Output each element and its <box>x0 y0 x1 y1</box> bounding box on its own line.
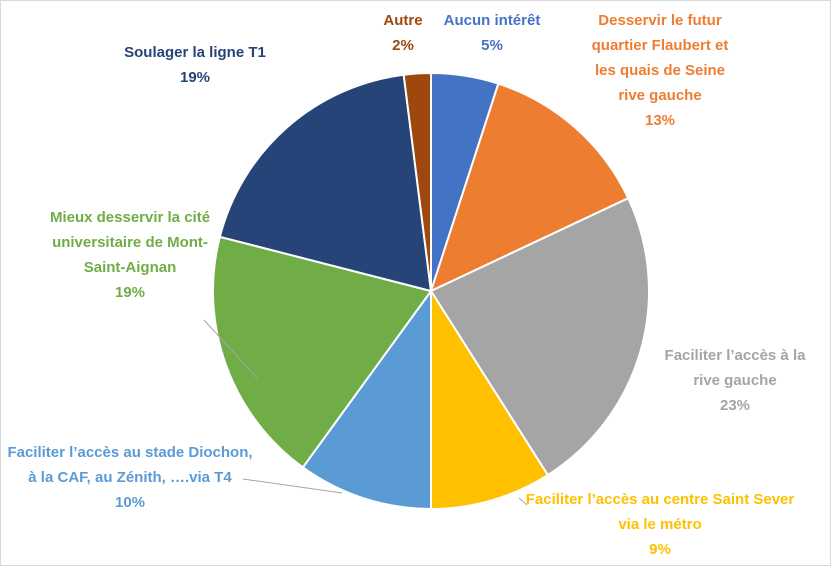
pie-slice <box>429 196 650 477</box>
leader-line <box>203 319 258 379</box>
value-label: 9% <box>649 541 671 558</box>
pie-slice <box>301 287 432 511</box>
category-name: Autre <box>383 12 423 29</box>
category-name: Faciliter l’accès au centre Saint Sever … <box>525 491 795 533</box>
value-label: 13% <box>644 112 676 129</box>
category-name: Faciliter l’accès au stade Diochon, à la… <box>7 444 253 486</box>
slice-label: Desservir le futur quartier Flaubert et … <box>585 8 735 133</box>
pie-slice <box>218 73 433 293</box>
slice-label: Faciliter l’accès à la rive gauche 23% <box>655 343 815 418</box>
slice-label: Soulager la ligne T1 19% <box>110 40 280 90</box>
category-name: Desservir le futur quartier Flaubert et … <box>591 12 729 104</box>
pie-slice <box>430 287 550 511</box>
pie-slice <box>212 235 433 469</box>
category-name: Mieux desservir la cité universitaire de… <box>49 209 211 276</box>
value-label: 19% <box>179 69 211 86</box>
value-label: 23% <box>719 397 751 414</box>
pie-slice <box>429 82 630 293</box>
category-name: Aucun intérêt <box>443 12 541 29</box>
slice-label: Faciliter l’accès au stade Diochon, à la… <box>5 440 255 515</box>
value-label: 10% <box>114 494 146 511</box>
pie-slice <box>402 71 432 292</box>
value-label: 19% <box>114 284 146 301</box>
category-name: Faciliter l’accès à la rive gauche <box>664 347 806 389</box>
value-label: 5% <box>481 37 503 54</box>
slice-label: Faciliter l’accès au centre Saint Sever … <box>525 487 795 562</box>
value-label: 2% <box>392 37 414 54</box>
slice-label: Autre 2% <box>373 8 433 58</box>
leader-line <box>242 478 343 494</box>
slice-label: Mieux desservir la cité universitaire de… <box>40 205 220 305</box>
category-name: Soulager la ligne T1 <box>124 44 266 61</box>
slice-label: Aucun intérêt 5% <box>437 8 547 58</box>
leader-line <box>518 497 528 506</box>
